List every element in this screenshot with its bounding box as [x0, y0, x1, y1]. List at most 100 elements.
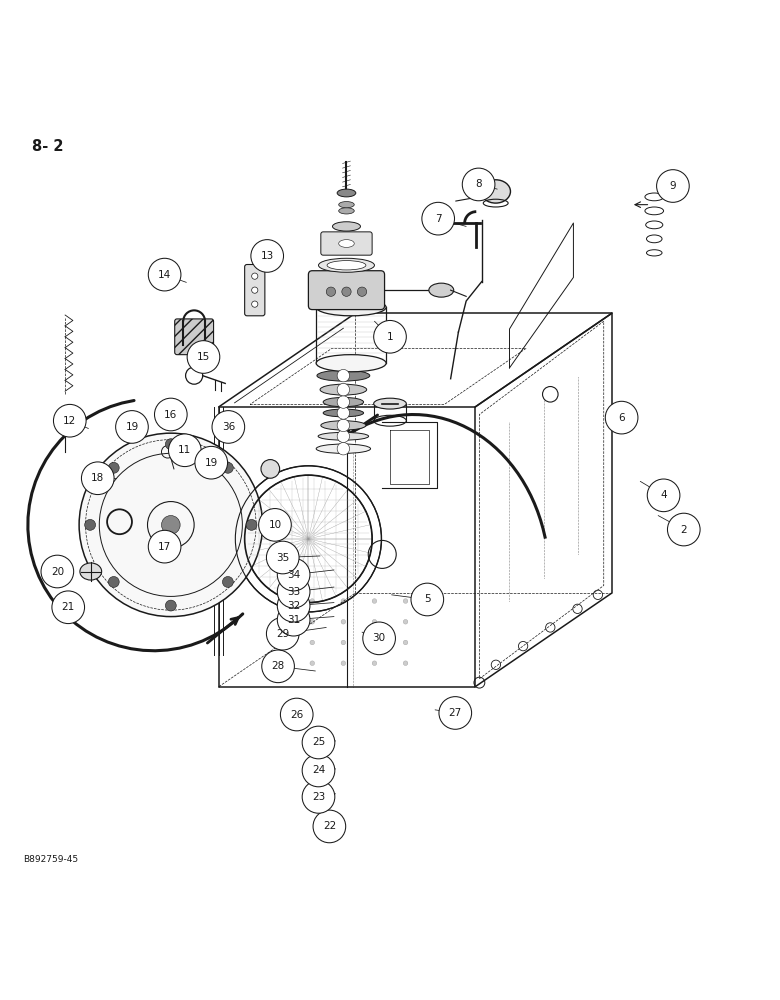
Ellipse shape: [337, 189, 356, 197]
Text: 34: 34: [287, 570, 300, 580]
Text: 16: 16: [165, 410, 177, 420]
Text: 23: 23: [312, 792, 325, 802]
FancyBboxPatch shape: [175, 319, 214, 355]
Ellipse shape: [323, 409, 363, 417]
Circle shape: [403, 619, 408, 624]
Circle shape: [267, 541, 299, 574]
Circle shape: [165, 600, 176, 611]
Text: 11: 11: [178, 445, 191, 455]
Circle shape: [372, 599, 377, 603]
Circle shape: [411, 583, 444, 616]
Circle shape: [85, 519, 96, 530]
Text: 29: 29: [276, 629, 289, 639]
Circle shape: [259, 509, 291, 541]
Text: 1: 1: [387, 332, 393, 342]
Circle shape: [279, 661, 283, 666]
Text: 21: 21: [62, 602, 75, 612]
Circle shape: [422, 202, 455, 235]
Ellipse shape: [320, 384, 367, 395]
Circle shape: [251, 240, 283, 272]
Circle shape: [337, 442, 349, 455]
Ellipse shape: [321, 421, 366, 430]
Circle shape: [212, 411, 245, 443]
Circle shape: [252, 301, 258, 307]
Circle shape: [341, 619, 346, 624]
Ellipse shape: [317, 370, 370, 381]
Circle shape: [165, 439, 176, 450]
Circle shape: [148, 530, 181, 563]
Text: 9: 9: [669, 181, 676, 191]
Circle shape: [81, 462, 114, 495]
Text: 10: 10: [268, 520, 282, 530]
Circle shape: [108, 462, 119, 473]
Text: 7: 7: [435, 214, 441, 224]
Text: 8- 2: 8- 2: [33, 139, 64, 154]
Ellipse shape: [332, 222, 360, 231]
Ellipse shape: [429, 283, 454, 297]
Text: 17: 17: [158, 542, 172, 552]
Circle shape: [374, 320, 406, 353]
Circle shape: [222, 462, 233, 473]
Circle shape: [278, 603, 310, 636]
Ellipse shape: [339, 240, 354, 247]
Text: 25: 25: [312, 737, 325, 747]
Circle shape: [278, 558, 310, 591]
Circle shape: [463, 168, 495, 201]
FancyBboxPatch shape: [321, 232, 372, 255]
Circle shape: [252, 273, 258, 279]
Ellipse shape: [316, 355, 386, 372]
Text: 20: 20: [51, 567, 64, 577]
Text: 22: 22: [323, 821, 336, 831]
Text: 28: 28: [271, 661, 285, 671]
Circle shape: [310, 599, 314, 603]
Circle shape: [187, 341, 220, 373]
Circle shape: [195, 446, 228, 479]
Ellipse shape: [481, 180, 510, 203]
Ellipse shape: [316, 444, 370, 453]
Circle shape: [79, 433, 263, 617]
Circle shape: [341, 599, 346, 603]
Text: 32: 32: [287, 601, 300, 611]
Circle shape: [161, 516, 180, 534]
Circle shape: [262, 650, 294, 683]
Text: 36: 36: [222, 422, 235, 432]
Circle shape: [281, 698, 313, 731]
Text: B892759-45: B892759-45: [23, 855, 78, 864]
Ellipse shape: [339, 208, 354, 214]
Circle shape: [403, 640, 408, 645]
Circle shape: [168, 434, 201, 467]
Circle shape: [279, 619, 283, 624]
Text: 15: 15: [197, 352, 210, 362]
Circle shape: [341, 661, 346, 666]
Ellipse shape: [59, 425, 71, 435]
Ellipse shape: [316, 299, 386, 316]
Circle shape: [261, 460, 280, 478]
FancyBboxPatch shape: [308, 271, 385, 310]
Circle shape: [337, 396, 349, 408]
Text: 24: 24: [312, 765, 325, 775]
Ellipse shape: [339, 202, 354, 208]
Text: 6: 6: [619, 413, 625, 423]
Circle shape: [154, 398, 187, 431]
Text: 2: 2: [680, 525, 687, 535]
FancyBboxPatch shape: [245, 265, 265, 316]
Circle shape: [246, 519, 257, 530]
Circle shape: [279, 599, 283, 603]
Text: 27: 27: [448, 708, 462, 718]
Circle shape: [439, 697, 472, 729]
Circle shape: [403, 661, 408, 666]
Text: 18: 18: [91, 473, 105, 483]
Circle shape: [372, 640, 377, 645]
Text: 33: 33: [287, 587, 300, 597]
Circle shape: [310, 640, 314, 645]
Text: 35: 35: [276, 553, 289, 563]
Circle shape: [278, 589, 310, 622]
Circle shape: [337, 369, 349, 382]
Circle shape: [54, 404, 86, 437]
Circle shape: [302, 754, 335, 787]
Circle shape: [337, 430, 349, 442]
Circle shape: [267, 617, 299, 650]
Ellipse shape: [318, 258, 374, 272]
Circle shape: [115, 411, 148, 443]
Circle shape: [108, 576, 119, 587]
